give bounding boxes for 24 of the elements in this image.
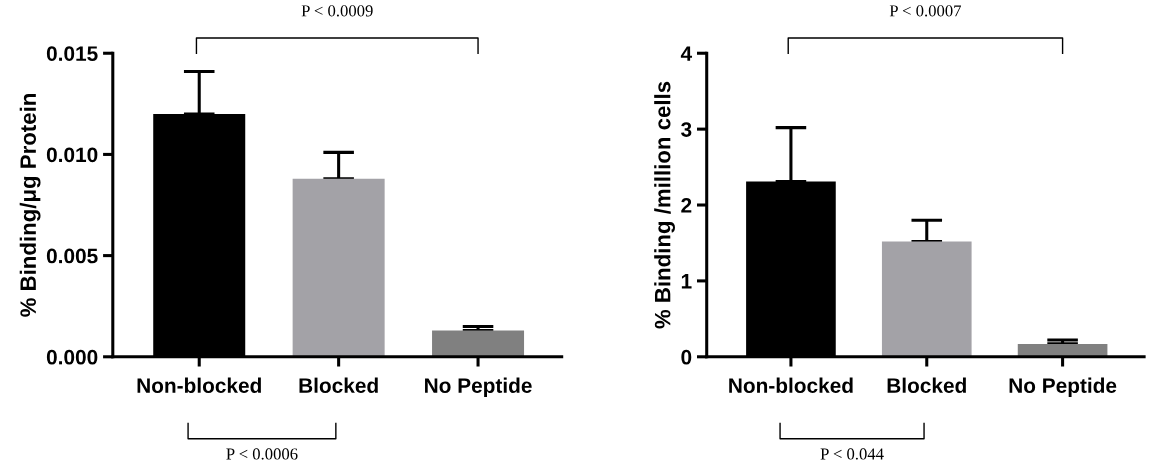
y-tick-label: 0 [681, 349, 692, 365]
y-tick-label: 0.015 [46, 46, 98, 61]
y-tick-label: 0.000 [46, 349, 98, 365]
bar [881, 241, 972, 357]
y-axis-title: % Binding /million cells [654, 81, 675, 329]
y-tick-label: 2 [681, 198, 692, 213]
y-tick-label: 3 [681, 122, 692, 137]
bar [292, 178, 385, 357]
x-tick-label: Non-blocked [729, 377, 853, 393]
y-axis-title: % Binding/μg Protein [19, 94, 41, 317]
x-tick-label: Non-blocked [137, 377, 261, 393]
text: P < 0.044 [820, 448, 884, 460]
y-tick-label: 4 [680, 46, 693, 61]
x-tick-label: No Peptide [425, 377, 532, 398]
x-tick-label: Blocked [299, 377, 378, 393]
x-tick-label: No Peptide [1009, 377, 1117, 398]
text: P < 0.0006 [226, 448, 298, 460]
bar [432, 330, 525, 357]
y-tick-label: 1 [681, 274, 692, 289]
text: P < 0.0009 [301, 5, 373, 17]
y-tick-label: 0.010 [46, 147, 98, 163]
x-tick-label: Blocked [887, 377, 966, 393]
text: P < 0.0007 [889, 5, 962, 17]
y-tick-label: 0.005 [46, 248, 98, 264]
